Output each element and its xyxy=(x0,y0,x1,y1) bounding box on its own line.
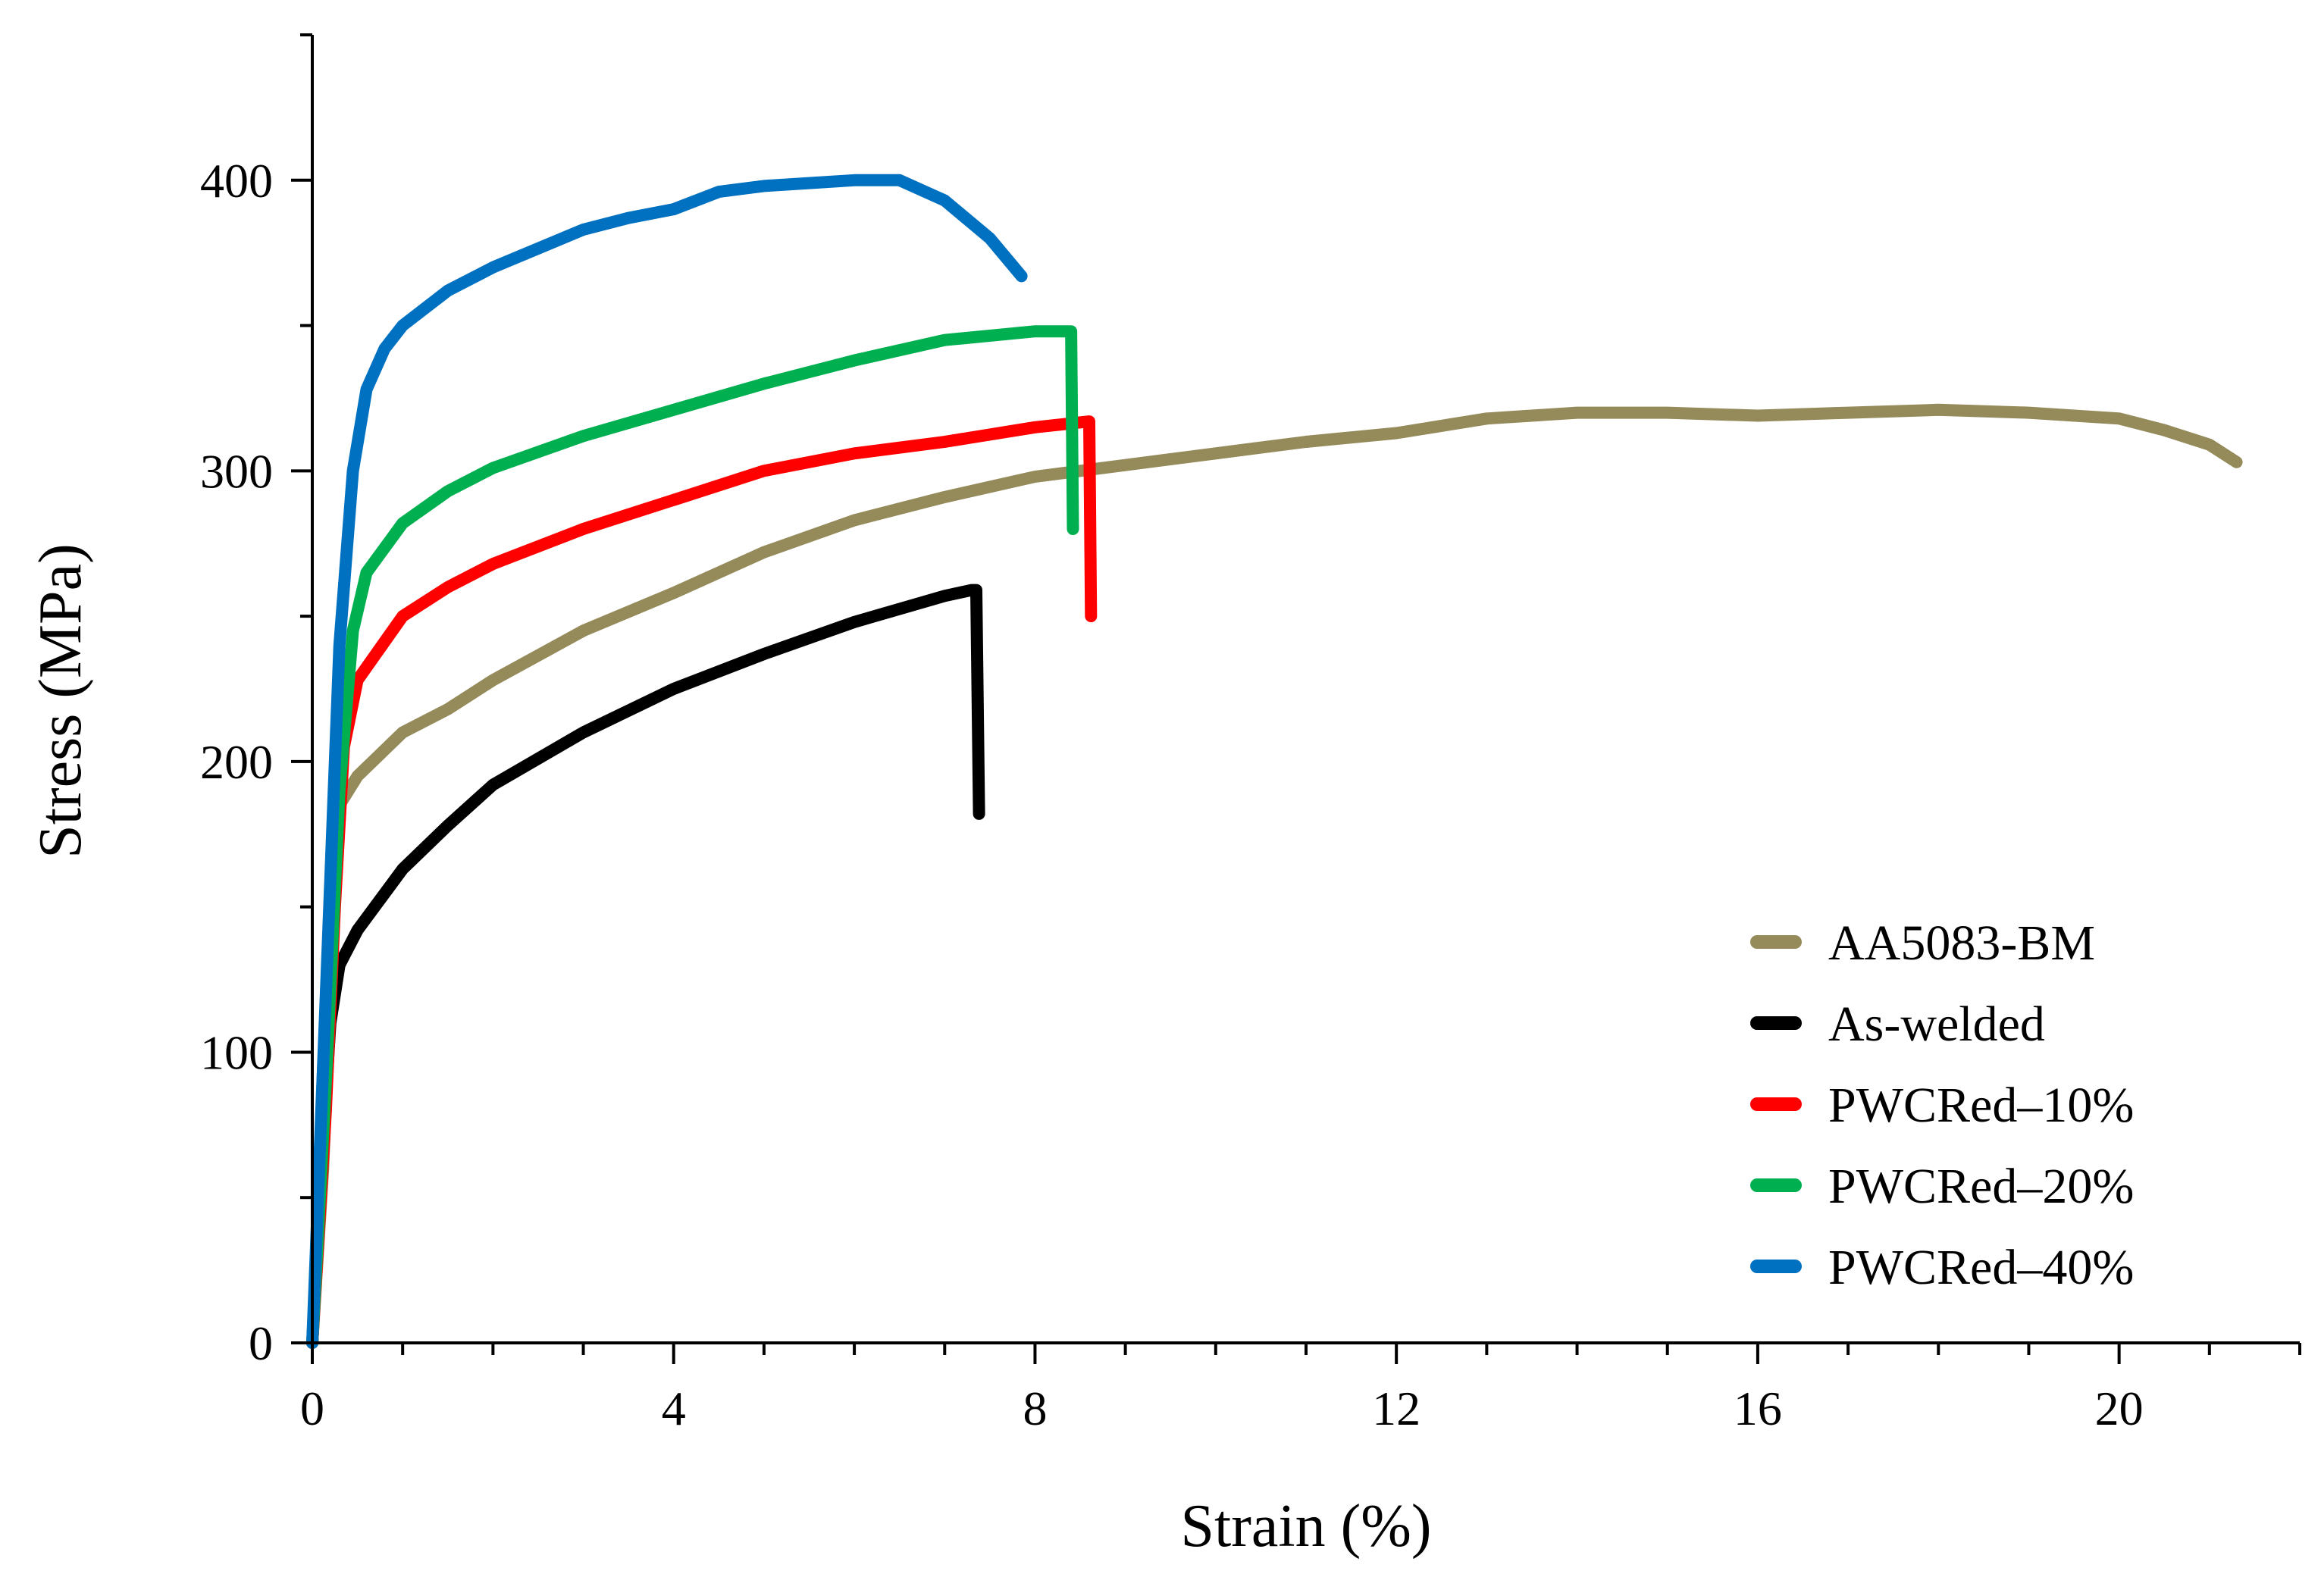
y-tick-label: 0 xyxy=(249,1316,273,1370)
series-line-pwcred-40- xyxy=(306,174,1028,1349)
x-tick-label: 12 xyxy=(1372,1382,1420,1435)
y-tick-label: 300 xyxy=(200,444,273,498)
legend-label-pwcred-20-: PWCRed–20% xyxy=(1828,1159,2134,1214)
legend-label-aa5083-bm: AA5083-BM xyxy=(1828,915,2095,971)
y-tick-label: 200 xyxy=(200,735,273,789)
legend-label-pwcred-40-: PWCRed–40% xyxy=(1828,1240,2134,1295)
legend-label-as-welded: As-welded xyxy=(1828,997,2045,1052)
series-layer xyxy=(306,174,2243,1349)
y-axis-title: Stress (MPa) xyxy=(27,543,94,859)
y-tick-label: 400 xyxy=(200,154,273,208)
x-tick-label: 8 xyxy=(1023,1382,1047,1435)
y-tick-label: 100 xyxy=(200,1025,273,1079)
series-line-aa5083-bm xyxy=(306,403,2243,1349)
axes-layer xyxy=(291,33,2301,1364)
x-tick-label: 4 xyxy=(662,1382,686,1435)
x-axis-title: Strain (%) xyxy=(1180,1493,1431,1560)
x-tick-label: 20 xyxy=(2095,1382,2144,1435)
x-tick-label: 0 xyxy=(300,1382,324,1435)
x-tick-label: 16 xyxy=(1734,1382,1782,1435)
legend: AA5083-BM As-welded PWCRed–10% PWCRed–20% PW… xyxy=(1750,915,2134,1295)
legend-label-pwcred-10-: PWCRed–10% xyxy=(1828,1078,2134,1133)
series-line-pwcred-20- xyxy=(306,325,1079,1349)
